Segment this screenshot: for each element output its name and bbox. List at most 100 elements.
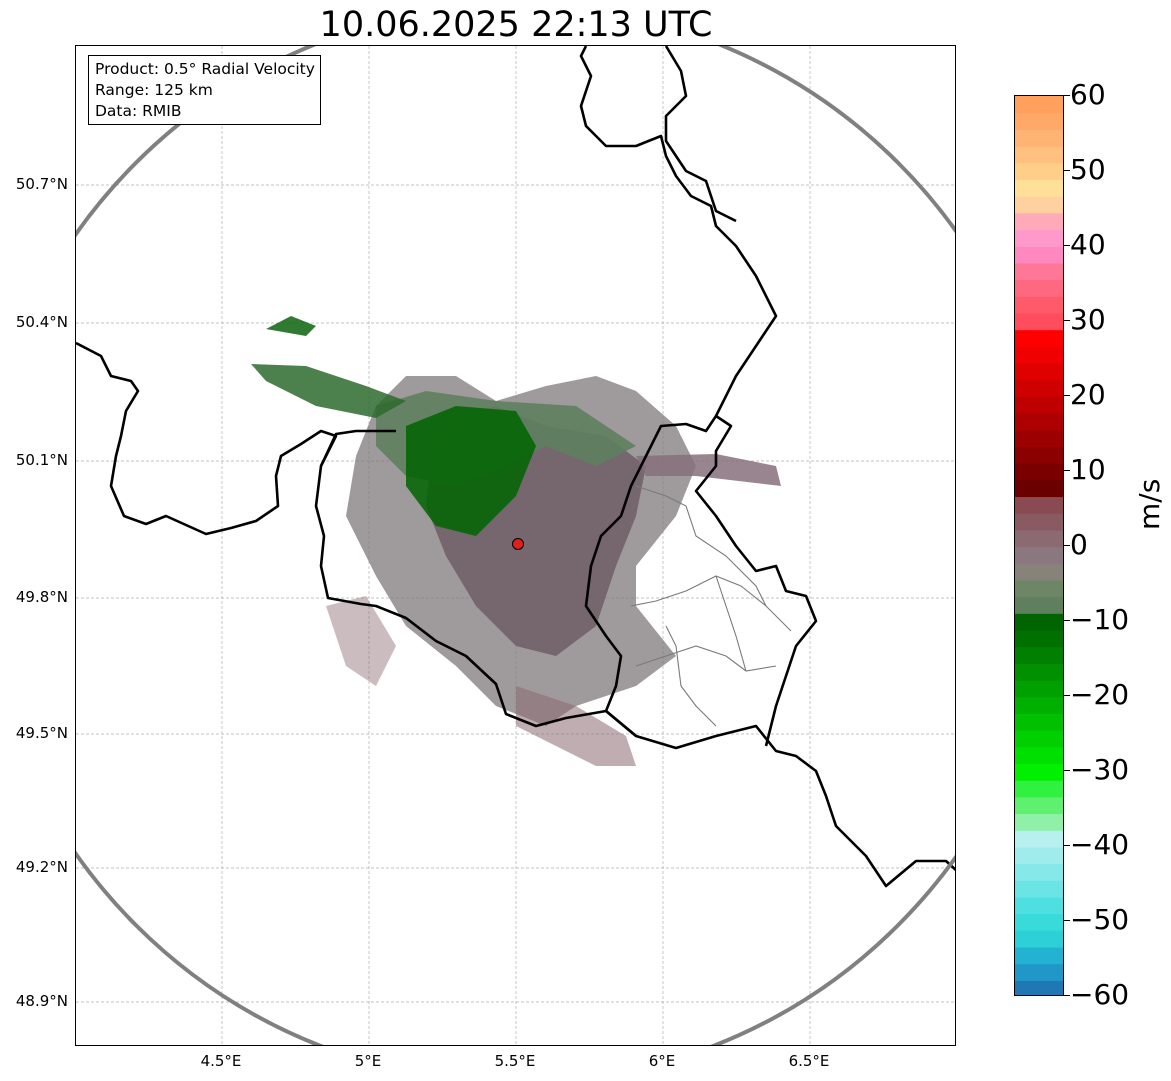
colorbar-tick <box>1064 170 1070 171</box>
colorbar-swatch <box>1015 746 1063 765</box>
colorbar-swatch <box>1015 496 1063 514</box>
echo-band-north <box>251 364 406 418</box>
colorbar-swatch <box>1015 596 1063 614</box>
colorbar-swatch <box>1015 179 1063 197</box>
colorbar-tick <box>1064 995 1070 996</box>
colorbar-tick-label: 40 <box>1070 228 1106 261</box>
colorbar-swatch <box>1015 579 1063 598</box>
colorbar-swatch <box>1015 563 1063 581</box>
colorbar-tick-label: 10 <box>1070 453 1106 486</box>
colorbar-swatch <box>1015 813 1063 831</box>
colorbar-tick <box>1064 620 1070 621</box>
colorbar-swatch <box>1015 413 1063 431</box>
colorbar-swatch <box>1015 246 1063 264</box>
colorbar-swatch <box>1015 212 1063 231</box>
colorbar-tick-label: −40 <box>1070 828 1130 861</box>
radar-site-marker[interactable] <box>512 538 524 550</box>
radar-map[interactable] <box>75 45 956 1046</box>
lat-tick-label: 50.1°N <box>15 451 68 469</box>
lat-tick-label: 48.9°N <box>15 992 68 1010</box>
colorbar-swatch <box>1015 229 1063 247</box>
lon-tick-label: 6.5°E <box>788 1052 830 1070</box>
colorbar-tick <box>1064 545 1070 546</box>
colorbar-swatch <box>1015 696 1063 714</box>
colorbar-swatch <box>1015 96 1063 114</box>
colorbar-swatch <box>1015 146 1063 164</box>
chart-title: 10.06.2025 22:13 UTC <box>319 5 713 45</box>
colorbar-swatch <box>1015 362 1063 381</box>
colorbar-swatch <box>1015 780 1063 798</box>
colorbar-tick-label: 50 <box>1070 153 1106 186</box>
colorbar-swatch <box>1015 379 1063 397</box>
colorbar-swatch <box>1015 913 1063 931</box>
colorbar-swatch <box>1015 713 1063 731</box>
colorbar-tick-label: −20 <box>1070 678 1130 711</box>
velocity-echoes <box>251 316 781 766</box>
colorbar-swatch <box>1015 429 1063 447</box>
colorbar-tick-label: 0 <box>1070 528 1088 561</box>
velocity-colorbar <box>1014 95 1064 996</box>
country-borders <box>76 46 955 888</box>
lat-tick-label: 49.5°N <box>15 724 68 742</box>
colorbar-tick <box>1064 845 1070 846</box>
colorbar-tick-label: 30 <box>1070 303 1106 336</box>
colorbar-swatch <box>1015 980 1063 995</box>
colorbar-tick <box>1064 320 1070 321</box>
colorbar-tick-label: −60 <box>1070 978 1130 1011</box>
colorbar-swatch <box>1015 112 1063 130</box>
colorbar-unit-label: m/s <box>1133 478 1166 530</box>
map-canvas <box>76 46 955 1045</box>
colorbar-swatch <box>1015 613 1063 631</box>
range-label: Range: 125 km <box>95 81 213 99</box>
colorbar-swatch <box>1015 763 1063 781</box>
colorbar-swatch <box>1015 346 1063 364</box>
colorbar-tick <box>1064 245 1070 246</box>
echo-band-east <box>636 454 781 486</box>
colorbar-swatch <box>1015 946 1063 965</box>
colorbar-tick-label: 20 <box>1070 378 1106 411</box>
echo-scattered-west <box>326 596 396 686</box>
echo-small-northwest <box>266 316 316 336</box>
colorbar-swatch <box>1015 880 1063 898</box>
colorbar-swatch <box>1015 329 1063 347</box>
colorbar-swatch <box>1015 663 1063 681</box>
colorbar-swatch <box>1015 730 1063 748</box>
lon-tick-label: 6°E <box>648 1052 676 1070</box>
colorbar-swatch <box>1015 529 1063 548</box>
colorbar-tick-label: −50 <box>1070 903 1130 936</box>
district-boundaries <box>630 485 792 727</box>
product-info-box: Product: 0.5° Radial Velocity Range: 125… <box>88 55 321 125</box>
colorbar-tick <box>1064 770 1070 771</box>
colorbar-swatch <box>1015 830 1063 848</box>
colorbar-swatch <box>1015 196 1063 214</box>
colorbar-tick <box>1064 395 1070 396</box>
colorbar-swatch <box>1015 463 1063 481</box>
colorbar-swatch <box>1015 546 1063 564</box>
colorbar-tick <box>1064 695 1070 696</box>
colorbar-swatch <box>1015 446 1063 464</box>
lon-tick-label: 5.5°E <box>494 1052 536 1070</box>
colorbar-swatch <box>1015 513 1063 531</box>
colorbar-swatch <box>1015 629 1063 648</box>
echo-field-inbound-strong <box>406 406 536 536</box>
colorbar-swatch <box>1015 479 1063 498</box>
colorbar-tick <box>1064 470 1070 471</box>
product-label: Product: 0.5° Radial Velocity <box>95 60 315 78</box>
lat-tick-label: 50.7°N <box>15 175 68 193</box>
colorbar-swatch <box>1015 896 1063 915</box>
colorbar-swatch <box>1015 863 1063 881</box>
lat-tick-label: 49.8°N <box>15 588 68 606</box>
colorbar-swatch <box>1015 646 1063 664</box>
lat-tick-label: 50.4°N <box>15 313 68 331</box>
colorbar-swatch <box>1015 679 1063 698</box>
colorbar-swatch <box>1015 930 1063 948</box>
echo-scattered-south <box>516 686 636 766</box>
colorbar-swatch <box>1015 846 1063 865</box>
colorbar-swatch <box>1015 296 1063 314</box>
colorbar-swatch <box>1015 963 1063 981</box>
colorbar-tick-label: 60 <box>1070 78 1106 111</box>
colorbar-swatch <box>1015 262 1063 281</box>
colorbar-swatch <box>1015 162 1063 181</box>
lon-tick-label: 4.5°E <box>200 1052 242 1070</box>
colorbar-tick-label: −10 <box>1070 603 1130 636</box>
